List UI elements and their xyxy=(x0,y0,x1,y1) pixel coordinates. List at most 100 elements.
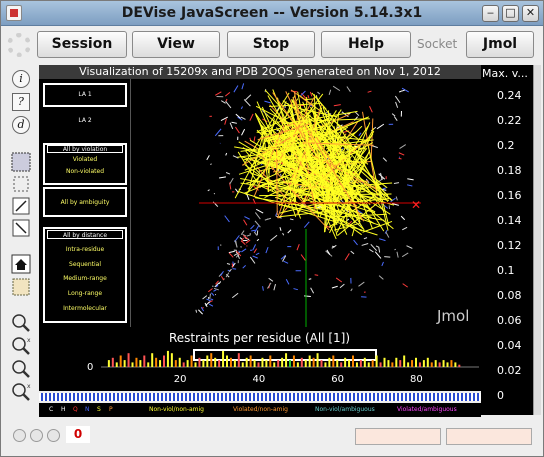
restraint-bar xyxy=(182,362,185,367)
restraint-bar xyxy=(186,360,189,367)
molecule-view[interactable]: ✕ xyxy=(39,79,481,327)
status-field-1 xyxy=(355,428,441,445)
zoom-in-x-icon[interactable]: x xyxy=(12,337,31,355)
bond-stick xyxy=(376,123,385,130)
bond-stick xyxy=(307,95,310,99)
bond-stick xyxy=(395,101,399,108)
view-button[interactable]: View xyxy=(132,31,220,58)
title-bar[interactable]: DEVise JavaScreen -- Version 5.14.3x1 ‒ … xyxy=(1,1,543,26)
medium-range-label[interactable]: Medium-range xyxy=(63,275,107,282)
bond-stick xyxy=(225,152,228,156)
legend-viol-amb[interactable]: Violated/ambiguous xyxy=(397,406,457,413)
bond-stick xyxy=(398,152,405,156)
app-icon[interactable] xyxy=(6,5,22,21)
bond-stick xyxy=(215,284,219,288)
bond-stick xyxy=(304,295,311,297)
legend-h[interactable]: H xyxy=(61,406,66,413)
bond-stick xyxy=(245,94,252,101)
bond-stick xyxy=(233,85,239,93)
restraint-bar xyxy=(123,360,126,367)
all-by-ambiguity-label[interactable]: All by ambiguity xyxy=(60,199,110,206)
zoom-in-icon[interactable] xyxy=(12,314,30,332)
bond-stick xyxy=(402,226,408,231)
restraint-bar xyxy=(454,362,457,367)
zoom-out-icon[interactable] xyxy=(12,360,30,378)
legend-n[interactable]: N xyxy=(85,406,90,413)
all-by-distance-label[interactable]: All by distance xyxy=(62,232,108,239)
restraint-bar xyxy=(237,353,240,367)
x-tick-label: 20 xyxy=(174,374,187,385)
jmol-button[interactable]: Jmol xyxy=(466,31,534,58)
chart-selection-box[interactable] xyxy=(193,349,377,361)
restraint-line xyxy=(304,98,314,101)
la2-label[interactable]: LA 2 xyxy=(78,117,92,124)
restraint-bar xyxy=(438,362,441,367)
right-tick: 0.12 xyxy=(497,239,522,252)
restraint-bar xyxy=(163,355,165,367)
non-violated-label[interactable]: Non-violated xyxy=(65,168,105,175)
bond-stick xyxy=(314,274,319,276)
legend-nonviol-amb[interactable]: Non-viol/ambiguous xyxy=(315,406,375,413)
session-button[interactable]: Session xyxy=(37,31,127,58)
restraint-bar xyxy=(316,353,319,367)
la-selection-box[interactable] xyxy=(43,83,127,107)
bond-stick xyxy=(253,248,258,254)
restraint-line xyxy=(315,197,391,207)
svg-text:x: x xyxy=(27,383,31,390)
right-tick: 0.2 xyxy=(497,139,515,152)
visualization-canvas[interactable]: ✕ LA 1 LA 2 All by violation Violated No… xyxy=(39,79,481,391)
restraint-line xyxy=(332,130,375,209)
select-rect-icon[interactable] xyxy=(11,152,31,172)
bond-stick xyxy=(226,263,231,265)
zoom-out-x-icon[interactable]: x xyxy=(12,383,31,401)
crosshair-icon[interactable] xyxy=(12,278,30,296)
stop-button[interactable]: Stop xyxy=(227,31,315,58)
restraint-bar xyxy=(355,362,358,367)
intermolecular-label[interactable]: Intermolecular xyxy=(63,305,107,312)
intra-residue-label[interactable]: Intra-residue xyxy=(65,246,105,253)
bond-stick xyxy=(229,177,234,185)
restraint-line xyxy=(245,150,257,164)
bond-stick xyxy=(220,244,222,246)
restraint-line xyxy=(290,89,315,108)
legend-p[interactable]: P xyxy=(109,406,113,413)
restraint-bar xyxy=(371,360,374,367)
bond-stick xyxy=(282,232,285,236)
restraint-line xyxy=(345,145,352,150)
bond-stick xyxy=(208,303,214,307)
bond-stick xyxy=(401,87,409,93)
info-icon[interactable]: i xyxy=(12,70,30,88)
restraint-line xyxy=(234,101,287,199)
restraint-line xyxy=(257,123,312,141)
right-tick: 0.02 xyxy=(497,364,522,377)
violated-label[interactable]: Violated xyxy=(72,156,98,163)
bond-stick xyxy=(289,218,294,221)
bond-stick xyxy=(229,122,234,130)
vertical-scrollbar[interactable] xyxy=(533,65,541,415)
restraint-line xyxy=(333,222,361,231)
legend-q[interactable]: Q xyxy=(73,406,78,413)
residue-strip[interactable] xyxy=(39,393,481,401)
restraint-bar xyxy=(265,360,268,367)
legend-viol-nonamb[interactable]: Violated/non-amig xyxy=(233,406,288,413)
la1-label[interactable]: LA 1 xyxy=(78,91,92,98)
help-button[interactable]: Help xyxy=(321,31,411,58)
select-region-icon[interactable] xyxy=(13,176,29,192)
sequential-label[interactable]: Sequential xyxy=(69,261,101,268)
help-query-icon[interactable]: ? xyxy=(12,93,30,111)
legend-s[interactable]: S xyxy=(97,406,101,413)
minimize-button[interactable]: ‒ xyxy=(482,5,499,22)
legend-c[interactable]: C xyxy=(49,406,54,413)
maximize-button[interactable]: □ xyxy=(502,5,519,22)
long-range-label[interactable]: Long-range xyxy=(67,290,103,297)
restraint-bar xyxy=(458,364,461,367)
close-button[interactable]: ✕ xyxy=(522,5,539,22)
legend-nonviol-nonamb[interactable]: Non-viol/non-amig xyxy=(149,406,204,413)
restraint-bar xyxy=(292,355,295,367)
restraints-chart[interactable]: 0 20 40 60 80 xyxy=(39,345,481,391)
d-icon[interactable]: d xyxy=(12,116,30,134)
bond-stick xyxy=(242,233,247,237)
right-tick: 0.04 xyxy=(497,339,522,352)
all-by-violation-label[interactable]: All by violation xyxy=(62,146,108,153)
bond-stick xyxy=(214,91,222,96)
